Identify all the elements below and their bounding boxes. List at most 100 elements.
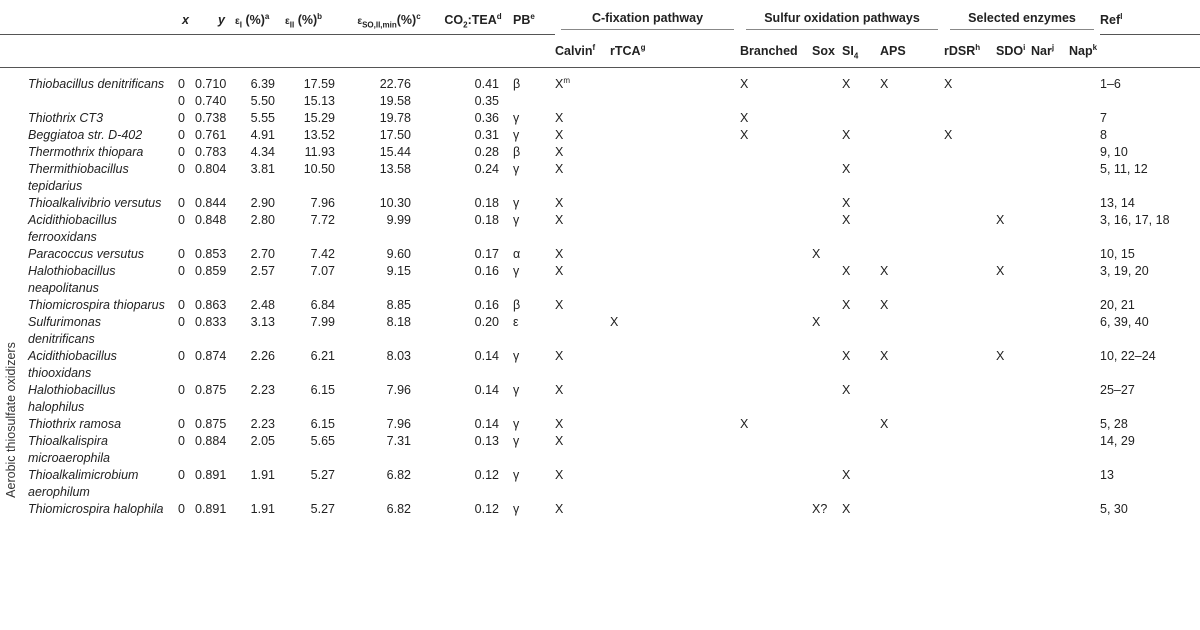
cell-sox: [812, 433, 842, 467]
cell-rtca: [610, 161, 740, 195]
cell-nar: [1031, 127, 1069, 144]
cell-rdsr: [944, 416, 996, 433]
cell-y: 0.740: [195, 94, 227, 108]
cell-branched: [740, 93, 812, 110]
cell-si4: X: [842, 77, 851, 91]
cell-sdo: [996, 501, 1031, 518]
cell-co2: 0.28: [474, 145, 499, 159]
cell-nap: [1069, 263, 1100, 297]
cell-e3: 6.82: [386, 502, 411, 516]
cell-rdsr: [944, 246, 996, 263]
cell-e2: 5.27: [310, 502, 335, 516]
cell-branched: [740, 246, 812, 263]
cell-calvin: X: [555, 111, 564, 125]
cell-si4: [842, 144, 880, 161]
cell-nar: [1031, 314, 1069, 348]
cell-x: 0: [178, 247, 185, 261]
cell-nap: [1069, 144, 1100, 161]
cell-nap: [1069, 161, 1100, 195]
cell-nar: [1031, 467, 1069, 501]
cell-e1: 4.91: [250, 128, 275, 142]
cell-rdsr: [944, 501, 996, 518]
cell-branched: [740, 161, 812, 195]
cell-x: 0: [178, 162, 185, 176]
cell-e3: 19.58: [379, 94, 411, 108]
cell-pb: γ: [513, 128, 520, 142]
cell-sdo: [996, 297, 1031, 314]
table-row: Sulfurimonas denitrificans 0 0.833 3.13 7.99…: [0, 314, 1200, 348]
cell-e3: 13.58: [379, 162, 411, 176]
cell-calvin: X: [555, 298, 564, 312]
cell-co2: 0.13: [474, 434, 499, 448]
cell-pb: ε: [513, 315, 519, 329]
cell-e2: 15.29: [303, 111, 335, 125]
cell-sdo: X: [996, 349, 1005, 363]
cell-e3: 9.60: [386, 247, 411, 261]
row-spacer: [0, 161, 28, 195]
cell-branched: X: [740, 77, 749, 91]
cell-rdsr: [944, 348, 996, 382]
cell-sdo: [996, 382, 1031, 416]
cell-e1: 2.23: [250, 383, 275, 397]
cell-nap: [1069, 110, 1100, 127]
cell-branched: X: [740, 128, 749, 142]
cell-co2: 0.12: [474, 468, 499, 482]
cell-e3: 19.78: [379, 111, 411, 125]
cell-y: 0.853: [195, 247, 227, 261]
cell-rdsr: [944, 93, 996, 110]
row-spacer: [0, 144, 28, 161]
cell-calvin: X: [555, 264, 564, 278]
header-calvin: Calvinf: [555, 34, 610, 68]
row-spacer: [0, 348, 28, 382]
header-sox: Sox: [812, 34, 842, 68]
cell-rtca: [610, 416, 740, 433]
cell-calvin: X: [555, 502, 564, 516]
cell-calvin: [555, 314, 610, 348]
cell-aps: [880, 110, 944, 127]
cell-rtca: [610, 246, 740, 263]
header-ref: Refl: [1100, 6, 1200, 35]
cell-rdsr: [944, 144, 996, 161]
cell-pb: β: [513, 298, 521, 312]
cell-si4: [842, 110, 880, 127]
cell-calvin: [555, 93, 610, 110]
cell-branched: [740, 382, 812, 416]
header-sdo: SDOi: [996, 34, 1032, 68]
cell-si4: [842, 246, 880, 263]
cell-x: 0: [178, 111, 185, 125]
row-spacer: [0, 68, 28, 94]
cell-y: 0.875: [195, 383, 227, 397]
cell-e3: 10.30: [379, 196, 411, 210]
cell-calvin: X: [555, 162, 564, 176]
cell-x: 0: [178, 383, 185, 397]
cell-e3: 17.50: [379, 128, 411, 142]
cell-rdsr: [944, 382, 996, 416]
cell-sox: [812, 161, 842, 195]
cell-nar: [1031, 246, 1069, 263]
cell-sox: [812, 68, 842, 94]
cell-co2: 0.14: [474, 417, 499, 431]
table-row: Acidithiobacillus thiooxidans 0 0.874 2.26 6…: [0, 348, 1200, 382]
cell-branched: [740, 433, 812, 467]
cell-si4: X: [842, 383, 851, 397]
cell-e2: 5.27: [310, 468, 335, 482]
cell-branched: [740, 144, 812, 161]
header-blank: [0, 6, 28, 35]
cell-rdsr: [944, 433, 996, 467]
cell-aps: [880, 161, 944, 195]
row-spacer: [0, 314, 28, 348]
header-pb: PBe: [513, 6, 555, 35]
header-group-enzymes: Selected enzymes: [944, 6, 1100, 35]
cell-e2: 6.84: [310, 298, 335, 312]
cell-pb: γ: [513, 383, 520, 397]
header-eps3: εSO,II,min(%)c: [345, 6, 433, 35]
cell-e1: 2.26: [250, 349, 275, 363]
cell-pb: γ: [513, 349, 520, 363]
header-nap: Napk: [1069, 34, 1101, 68]
cell-e2: 6.15: [310, 383, 335, 397]
cell-e3: 8.18: [386, 315, 411, 329]
cell-y: 0.875: [195, 417, 227, 431]
cell-org: Beggiatoa str. D-402: [28, 128, 143, 142]
cell-y: 0.783: [195, 145, 227, 159]
cell-e1: 2.05: [250, 434, 275, 448]
